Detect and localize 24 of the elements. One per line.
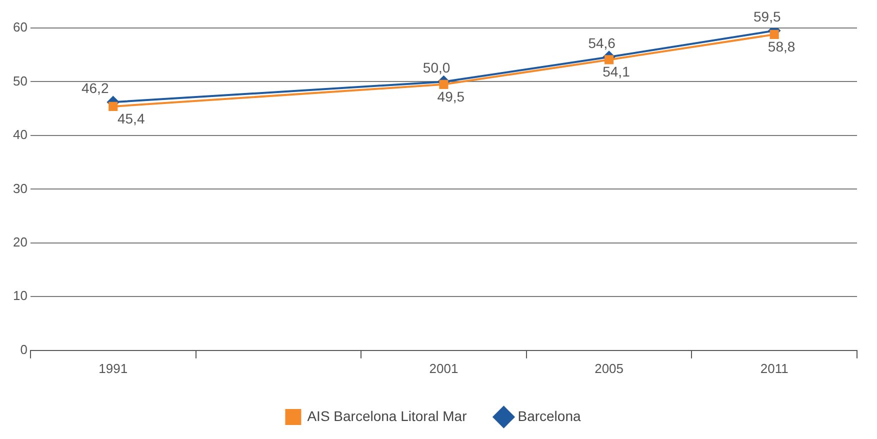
data-label: 54,1 bbox=[602, 64, 630, 80]
data-label: 59,5 bbox=[754, 8, 781, 25]
data-label: 46,2 bbox=[81, 80, 109, 96]
x-tick-label: 1991 bbox=[98, 360, 128, 376]
y-tick-label: 0 bbox=[20, 342, 28, 357]
y-tick-label: 20 bbox=[12, 234, 28, 250]
data-label: 58,8 bbox=[768, 38, 796, 54]
data-label: 45,4 bbox=[117, 110, 145, 126]
data-label: 50,0 bbox=[422, 60, 450, 76]
data-label: 54,6 bbox=[588, 34, 616, 51]
point bbox=[108, 102, 118, 111]
legend-label: Barcelona bbox=[518, 408, 581, 424]
data-label: 49,5 bbox=[437, 88, 465, 104]
x-tick-label: 2011 bbox=[760, 360, 788, 376]
legend-label: AIS Barcelona Litoral Mar bbox=[307, 408, 468, 424]
y-tick-label: 40 bbox=[12, 127, 28, 142]
y-tick-label: 30 bbox=[12, 180, 28, 196]
point bbox=[604, 55, 614, 64]
y-tick-label: 10 bbox=[12, 288, 28, 304]
point bbox=[439, 80, 448, 89]
y-tick-label: 60 bbox=[12, 20, 28, 35]
x-tick-label: 2001 bbox=[429, 360, 458, 376]
x-tick-label: 2005 bbox=[594, 360, 624, 376]
y-tick-label: 50 bbox=[12, 73, 28, 88]
